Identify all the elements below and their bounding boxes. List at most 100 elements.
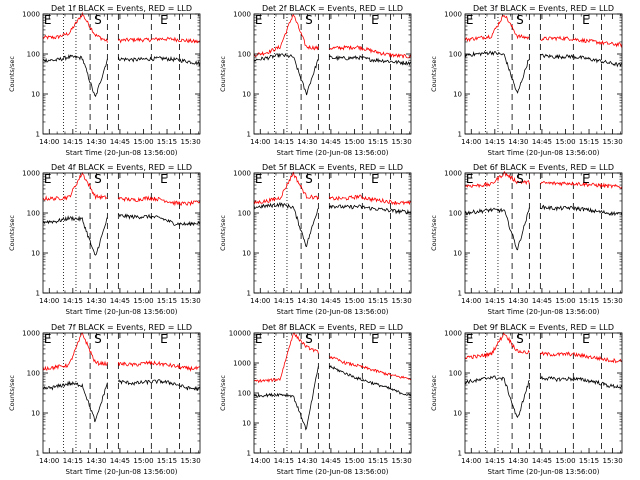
series-line-black-events: [42, 213, 201, 256]
event-marker-e: E: [371, 13, 379, 27]
x-tick-label: 14:00: [250, 457, 270, 465]
x-tick-label: 14:45: [110, 138, 130, 146]
series-line-red-lld: [253, 332, 412, 384]
x-tick-label: 14:45: [321, 457, 341, 465]
x-tick-label: 14:15: [485, 138, 505, 146]
x-tick-label: 14:15: [485, 297, 505, 305]
series-line-red-lld: [465, 14, 622, 47]
x-tick-label: 14:30: [297, 297, 317, 305]
event-marker-e: E: [582, 172, 590, 186]
y-tick-label: 10: [453, 410, 462, 418]
y-tick-label: 100: [449, 51, 462, 59]
y-axis-label: Counts/sec: [219, 56, 227, 92]
series-line-red-lld: [253, 171, 412, 206]
x-tick-label: 14:30: [86, 138, 106, 146]
x-tick-label: 14:15: [274, 138, 294, 146]
x-axis-label: Start Time (20-Jun-08 13:56:00): [277, 149, 389, 157]
x-tick-label: 14:00: [250, 138, 270, 146]
y-tick-label: 1: [36, 131, 40, 139]
y-tick-label: 1: [458, 290, 462, 298]
y-tick-label: 1000: [22, 11, 40, 19]
series-line-black-events: [464, 375, 623, 418]
y-tick-label: 10: [242, 420, 251, 428]
y-tick-label: 1000: [444, 330, 462, 338]
x-axis-label: Start Time (20-Jun-08 13:56:00): [488, 149, 600, 157]
x-tick-label: 15:30: [602, 297, 622, 305]
y-tick-label: 10: [242, 91, 251, 99]
y-tick-label: 1000: [233, 360, 251, 368]
x-tick-label: 14:45: [532, 457, 552, 465]
x-tick-label: 14:00: [250, 297, 270, 305]
y-tick-label: 1000: [444, 170, 462, 178]
series-line-red-lld: [253, 13, 412, 59]
y-tick-label: 100: [27, 370, 40, 378]
y-tick-label: 1: [36, 290, 40, 298]
y-axis-label: Counts/sec: [430, 215, 438, 251]
y-axis-label: Counts/sec: [219, 375, 227, 411]
chart-panel-4: Det 4f BLACK = Events, RED = LLD Counts/s…: [8, 163, 201, 316]
x-tick-label: 15:30: [180, 297, 200, 305]
x-tick-label: 15:15: [157, 457, 177, 465]
chart-title: Det 5f BLACK = Events, RED = LLD: [262, 163, 403, 172]
event-marker-s: S: [516, 332, 524, 346]
x-tick-label: 14:45: [532, 138, 552, 146]
x-tick-label: 15:15: [368, 457, 388, 465]
x-tick-label: 14:15: [63, 457, 83, 465]
y-tick-label: 1000: [22, 330, 40, 338]
plot-frame: [42, 332, 201, 454]
x-tick-label: 15:15: [579, 457, 599, 465]
x-tick-label: 15:15: [368, 297, 388, 305]
chart-panel-3: Det 3f BLACK = Events, RED = LLD Counts/s…: [430, 4, 623, 157]
x-tick-label: 15:00: [133, 297, 153, 305]
series-line-red-lld: [42, 171, 201, 207]
x-tick-label: 14:15: [485, 457, 505, 465]
series-line-black-events: [253, 53, 412, 96]
series-line-black-events: [464, 204, 623, 251]
x-tick-label: 15:00: [344, 138, 364, 146]
y-tick-label: 10: [31, 250, 40, 258]
plot-frame: [464, 172, 623, 294]
plot-frame: [253, 13, 412, 135]
x-tick-label: 15:30: [180, 138, 200, 146]
event-marker-s: S: [94, 332, 102, 346]
x-tick-label: 14:45: [532, 297, 552, 305]
y-tick-label: 100: [449, 210, 462, 218]
x-tick-label: 15:15: [368, 138, 388, 146]
series-line-black-events: [253, 201, 412, 248]
x-axis-label: Start Time (20-Jun-08 13:56:00): [66, 468, 178, 476]
chart-panel-2: Det 2f BLACK = Events, RED = LLD Counts/s…: [219, 4, 412, 157]
x-tick-label: 14:45: [110, 457, 130, 465]
x-tick-label: 14:30: [508, 457, 528, 465]
x-axis-label: Start Time (20-Jun-08 13:56:00): [66, 149, 178, 157]
x-tick-label: 15:30: [391, 297, 411, 305]
y-tick-label: 1: [458, 450, 462, 458]
x-tick-label: 14:00: [39, 138, 59, 146]
event-marker-e: E: [466, 172, 474, 186]
y-axis-label: Counts/sec: [219, 215, 227, 251]
event-marker-e: E: [44, 13, 52, 27]
event-marker-s: S: [305, 332, 313, 346]
event-marker-s: S: [94, 13, 102, 27]
event-marker-e: E: [44, 332, 52, 346]
series-line-black-events: [43, 54, 201, 98]
series-line-black-events: [464, 50, 623, 94]
y-tick-label: 100: [27, 51, 40, 59]
event-marker-e: E: [255, 172, 263, 186]
x-axis-label: Start Time (20-Jun-08 13:56:00): [488, 308, 600, 316]
y-tick-label: 1000: [22, 170, 40, 178]
chart-panel-8: Det 8f BLACK = Events, RED = LLD Counts/s…: [219, 323, 412, 476]
y-tick-label: 10: [31, 91, 40, 99]
y-tick-label: 100: [449, 370, 462, 378]
x-axis-label: Start Time (20-Jun-08 13:56:00): [488, 468, 600, 476]
y-tick-label: 1: [458, 131, 462, 139]
x-tick-label: 15:00: [133, 138, 153, 146]
chart-title: Det 2f BLACK = Events, RED = LLD: [262, 4, 403, 13]
y-tick-label: 10: [31, 410, 40, 418]
chart-title: Det 9f BLACK = Events, RED = LLD: [473, 323, 614, 332]
x-tick-label: 15:00: [555, 297, 575, 305]
chart-panel-7: Det 7f BLACK = Events, RED = LLD Counts/s…: [8, 323, 201, 476]
event-marker-s: S: [305, 13, 313, 27]
event-marker-e: E: [466, 13, 474, 27]
y-tick-label: 100: [238, 210, 251, 218]
